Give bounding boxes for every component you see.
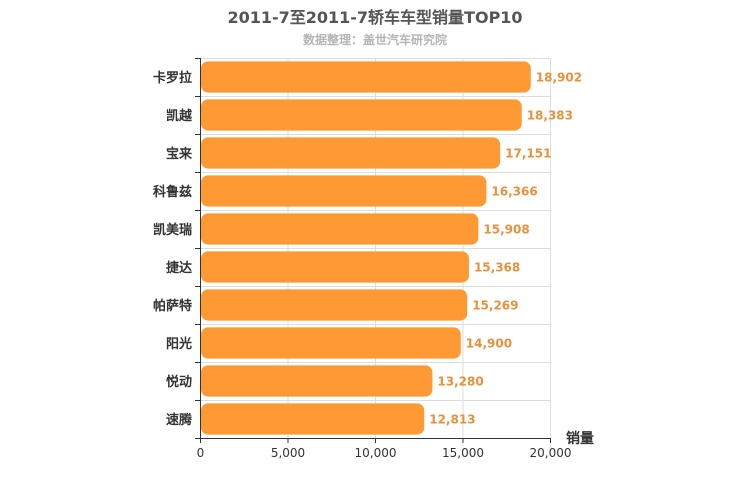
chart-title: 2011-7至2011-7轿车车型销量TOP10 (227, 8, 523, 27)
bar (201, 213, 479, 245)
x-tick-label: 0 (197, 446, 205, 460)
y-tick-label: 悦动 (166, 374, 192, 390)
bar (201, 61, 531, 93)
data-label: 12,813 (429, 413, 475, 427)
data-label: 14,900 (466, 337, 512, 351)
bar (201, 327, 461, 359)
x-tick-label: 20,000 (530, 446, 572, 460)
bars: 18,902 18,383 17,151 16,366 15,908 15,368 15,2… (201, 61, 582, 435)
data-label: 18,902 (536, 71, 582, 85)
bar (201, 403, 425, 435)
bar (201, 365, 433, 397)
chart-subtitle: 数据整理：盖世汽车研究院 (302, 33, 447, 47)
bar (201, 175, 487, 207)
bar (201, 251, 469, 283)
y-tick-label: 帕萨特 (153, 298, 192, 314)
data-label: 17,151 (505, 147, 551, 161)
y-tick-label: 科鲁兹 (153, 184, 192, 200)
x-axis-title: 销量 (566, 430, 594, 447)
y-tick-label: 凯越 (166, 108, 193, 124)
bar (201, 99, 522, 131)
y-tick-label: 凯美瑞 (153, 222, 192, 238)
y-tick-label: 速腾 (166, 412, 193, 428)
x-tick-label: 10,000 (355, 446, 397, 460)
bar (201, 289, 468, 321)
x-tick-label: 15,000 (442, 446, 484, 460)
data-label: 13,280 (437, 375, 483, 389)
y-tick-label: 卡罗拉 (153, 70, 192, 86)
y-tick-label: 捷达 (166, 260, 192, 276)
data-label: 15,908 (483, 223, 529, 237)
y-tick-label: 阳光 (166, 336, 192, 352)
data-label: 18,383 (527, 109, 573, 123)
x-tick-label: 5,000 (271, 446, 305, 460)
data-label: 16,366 (491, 185, 537, 199)
y-tick-label: 宝来 (166, 146, 193, 162)
bar (201, 137, 501, 169)
data-label: 15,269 (472, 299, 518, 313)
data-label: 15,368 (474, 261, 520, 275)
